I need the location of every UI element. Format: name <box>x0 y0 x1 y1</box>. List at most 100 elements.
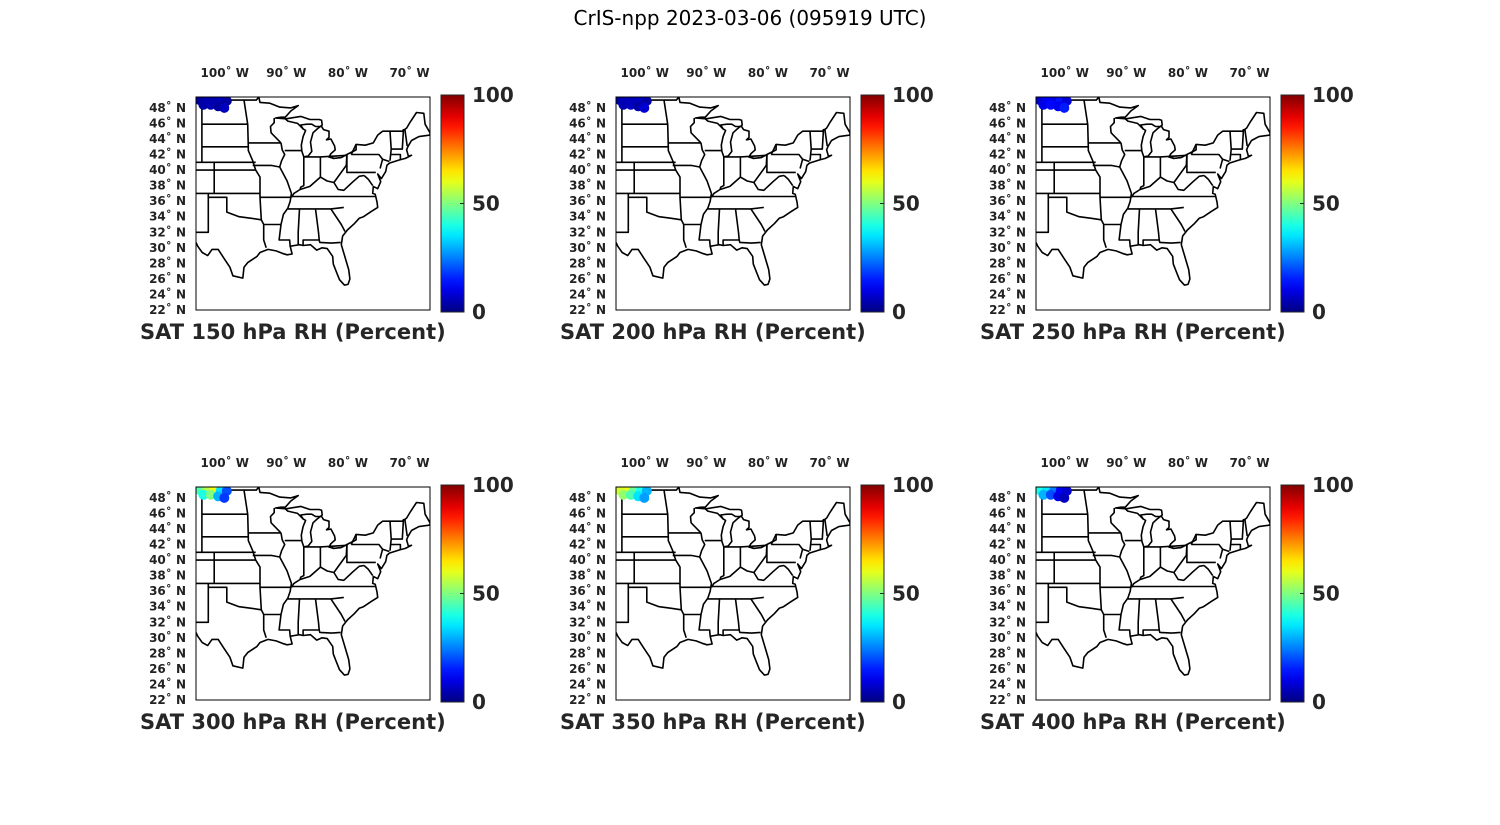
lat-tick-label: 42˚ N <box>149 537 186 552</box>
state-boundary <box>1142 208 1160 246</box>
state-boundary <box>346 544 376 564</box>
state-boundary <box>1124 508 1144 520</box>
state-boundary <box>284 508 304 520</box>
lat-tick-label: 38˚ N <box>989 568 1026 583</box>
lat-tick-label: 48˚ N <box>149 100 186 115</box>
rh-data-point <box>1038 489 1049 500</box>
colorbar-tick-label: 50 <box>472 192 500 216</box>
map-layer <box>616 97 850 286</box>
state-boundary <box>1092 532 1126 558</box>
panel-title: SAT 350 hPa RH (Percent) <box>560 710 866 734</box>
rh-data-point <box>1045 489 1056 500</box>
lat-tick-label: 30˚ N <box>989 240 1026 255</box>
lon-tick-label: 80˚ W <box>328 65 368 80</box>
state-boundary <box>824 128 828 147</box>
colorbar-tick-label: 100 <box>892 83 934 107</box>
state-boundary <box>318 239 341 244</box>
state-boundary <box>1083 99 1107 249</box>
lat-tick-label: 34˚ N <box>149 209 186 224</box>
rh-data-point <box>618 99 629 110</box>
state-boundary <box>299 566 321 581</box>
colorbar-tick-label: 0 <box>472 690 486 714</box>
lat-tick-label: 40˚ N <box>989 162 1026 177</box>
lon-tick-label: 70˚ W <box>1229 65 1269 80</box>
state-boundary <box>707 206 764 210</box>
state-boundary <box>1109 118 1122 144</box>
lat-tick-label: 32˚ N <box>149 614 186 629</box>
colorbar-tick-label: 0 <box>892 300 906 324</box>
state-boundary <box>689 508 702 534</box>
lon-tick-label: 80˚ W <box>1168 455 1208 470</box>
lat-tick-label: 44˚ N <box>149 521 186 536</box>
state-boundary <box>1170 598 1186 622</box>
lon-tick-label: 90˚ W <box>1106 65 1146 80</box>
rh-data-point <box>198 99 209 110</box>
state-boundary <box>319 154 347 178</box>
panel-title: SAT 200 hPa RH (Percent) <box>560 320 866 344</box>
map-panel: 100˚ W 90˚ W 80˚ W 70˚ W 48˚ N 46˚ N 44˚ N 42˚ … <box>140 450 520 750</box>
lat-tick-label: 32˚ N <box>989 224 1026 239</box>
lat-tick-label: 24˚ N <box>989 676 1026 691</box>
lat-tick-label: 24˚ N <box>149 676 186 691</box>
map-panel: 100˚ W 90˚ W 80˚ W 70˚ W 48˚ N 46˚ N 44˚ N 42˚ … <box>980 60 1360 360</box>
lat-tick-label: 42˚ N <box>989 147 1026 162</box>
lat-tick-label: 36˚ N <box>569 193 606 208</box>
state-boundary <box>1137 208 1141 245</box>
state-boundary <box>1127 596 1184 600</box>
lat-tick-label: 34˚ N <box>989 599 1026 614</box>
lat-tick-label: 46˚ N <box>989 115 1026 130</box>
panel-title: SAT 300 hPa RH (Percent) <box>140 710 446 734</box>
state-boundary <box>783 564 794 577</box>
state-boundary <box>770 144 777 155</box>
state-boundary <box>302 208 320 246</box>
state-boundary <box>290 156 305 198</box>
lat-tick-label: 30˚ N <box>569 630 606 645</box>
state-boundary <box>824 518 828 537</box>
state-boundary <box>1047 583 1102 611</box>
state-boundary <box>810 153 822 160</box>
state-boundary <box>328 156 335 160</box>
lat-tick-label: 42˚ N <box>569 537 606 552</box>
state-boundary <box>698 166 713 247</box>
lat-tick-label: 34˚ N <box>569 599 606 614</box>
state-boundary <box>1036 197 1050 234</box>
lat-tick-label: 44˚ N <box>989 131 1026 146</box>
state-boundary <box>303 545 309 548</box>
lat-tick-label: 44˚ N <box>569 131 606 146</box>
state-boundary <box>1173 174 1205 192</box>
lat-tick-label: 42˚ N <box>989 537 1026 552</box>
rh-data-point <box>205 99 216 110</box>
rh-data-point <box>219 492 230 503</box>
map-layer <box>1036 487 1270 676</box>
lon-tick-label: 80˚ W <box>328 455 368 470</box>
map-layer <box>196 97 430 286</box>
lat-tick-label: 22˚ N <box>149 692 186 707</box>
map-svg: 100˚ W 90˚ W 80˚ W 70˚ W 48˚ N46˚ N44˚ N42˚ … <box>149 65 514 324</box>
state-boundary <box>748 546 755 550</box>
state-boundary <box>1244 518 1248 537</box>
lon-tick-label: 70˚ W <box>809 65 849 80</box>
us-coastline <box>196 97 430 286</box>
lon-tick-label: 100˚ W <box>621 455 669 470</box>
state-boundary <box>810 543 822 550</box>
lon-tick-label: 70˚ W <box>389 455 429 470</box>
state-boundary <box>389 131 392 161</box>
state-boundary <box>723 545 729 548</box>
lat-tick-label: 32˚ N <box>569 224 606 239</box>
state-boundary <box>1118 166 1133 247</box>
state-boundary <box>1127 206 1184 210</box>
colorbar-tick-label: 50 <box>892 192 920 216</box>
lat-tick-label: 38˚ N <box>569 178 606 193</box>
lat-tick-label: 28˚ N <box>989 255 1026 270</box>
map-layer <box>196 487 430 676</box>
rh-data-point <box>618 489 629 500</box>
state-boundary <box>1186 544 1216 564</box>
lat-tick-label: 28˚ N <box>989 645 1026 660</box>
lat-tick-label: 48˚ N <box>989 100 1026 115</box>
state-boundary <box>1139 566 1161 581</box>
state-boundary <box>719 176 741 191</box>
state-boundary <box>243 99 267 249</box>
state-boundary <box>391 518 405 540</box>
lat-tick-label: 40˚ N <box>569 162 606 177</box>
map-axes-frame <box>1035 96 1271 311</box>
